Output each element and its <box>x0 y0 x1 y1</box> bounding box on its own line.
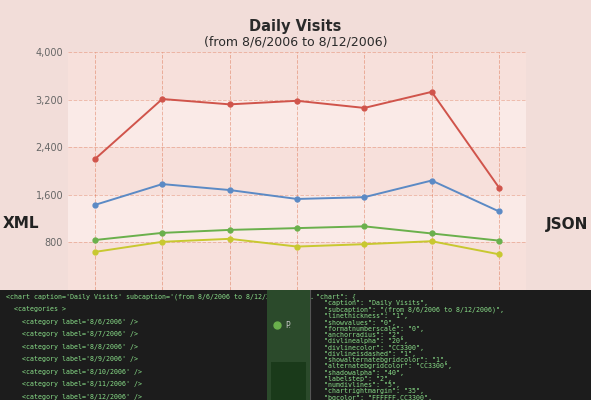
Text: <chart caption='Daily Visits' subcaption='(from 8/6/2006 to 8/12/2006)' li...

 : <chart caption='Daily Visits' subcaption… <box>6 293 314 400</box>
Bar <box>68 52 526 100</box>
Bar <box>68 242 526 290</box>
Text: P.: P. <box>285 321 291 330</box>
Text: JSON: JSON <box>545 216 588 232</box>
Text: "chart": {
  "caption": "Daily Visits",
  "subcaption": "(from 8/6/2006 to 8/12/: "chart": { "caption": "Daily Visits", "s… <box>316 293 504 400</box>
Text: Daily Visits: Daily Visits <box>249 18 342 34</box>
Text: (from 8/6/2006 to 8/12/2006): (from 8/6/2006 to 8/12/2006) <box>204 36 387 48</box>
Text: XML: XML <box>3 216 40 232</box>
Bar <box>68 147 526 195</box>
Bar <box>271 362 306 400</box>
